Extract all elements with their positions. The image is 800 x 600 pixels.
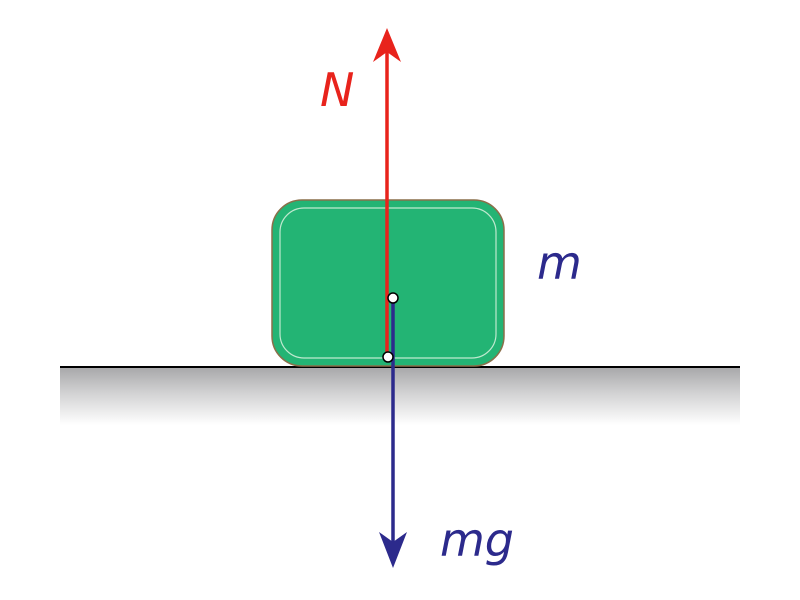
weight-arrow-head xyxy=(379,532,407,568)
normal-arrow-head xyxy=(373,28,401,62)
weight-force-label: mg xyxy=(440,513,514,567)
normal-force-arrow xyxy=(373,28,401,357)
weight-force-arrow xyxy=(379,298,407,568)
contact-point xyxy=(382,351,394,363)
normal-force-label: N xyxy=(320,63,354,117)
ground-surface xyxy=(60,367,740,425)
center-of-mass-point xyxy=(387,292,399,304)
mass-label: m xyxy=(537,236,582,290)
